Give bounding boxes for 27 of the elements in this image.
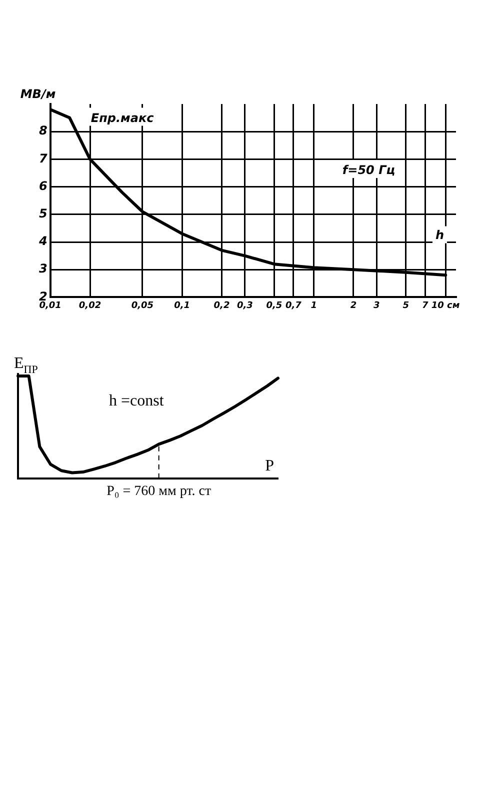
y-tick-label: 6 [38, 178, 48, 193]
y-tick-label: 8 [38, 124, 48, 138]
x-axis-title: h [435, 228, 444, 242]
x-tick-label: 5 [402, 300, 410, 311]
x-tick-label: 3 [374, 300, 380, 311]
x-tick-label: 2 [350, 300, 357, 311]
x-tick-label: 0,3 [236, 300, 253, 311]
x-tick-label: 0,02 [78, 300, 102, 311]
x-tick-label: 0,05 [131, 300, 154, 311]
x-tick-label: 10 см [431, 300, 460, 311]
x-tick-label: 0,5 [266, 300, 282, 311]
text: P₀ = 760 мм рт. ст [106, 484, 212, 500]
y-axis-title: МВ/м [20, 87, 56, 101]
x-tick-label: 0,2 [214, 300, 230, 311]
annotation: Eпр.макс [90, 110, 154, 125]
x-tick-label: 7 [422, 300, 430, 311]
y-tick-label: 7 [38, 151, 48, 166]
x-tick-label: 0,01 [39, 300, 62, 311]
x-tick-label: 1 [310, 300, 317, 311]
y-tick-label: 3 [38, 262, 48, 276]
x-tick-label: 0,7 [285, 300, 302, 311]
x-tick-label: 0,1 [174, 300, 190, 311]
y-tick-label: 4 [38, 234, 48, 248]
x-axis-title: P [265, 457, 274, 474]
y-tick-label: 5 [38, 206, 48, 221]
annotation: h =const [109, 392, 164, 410]
annotation: f=50 Гц [342, 162, 396, 177]
